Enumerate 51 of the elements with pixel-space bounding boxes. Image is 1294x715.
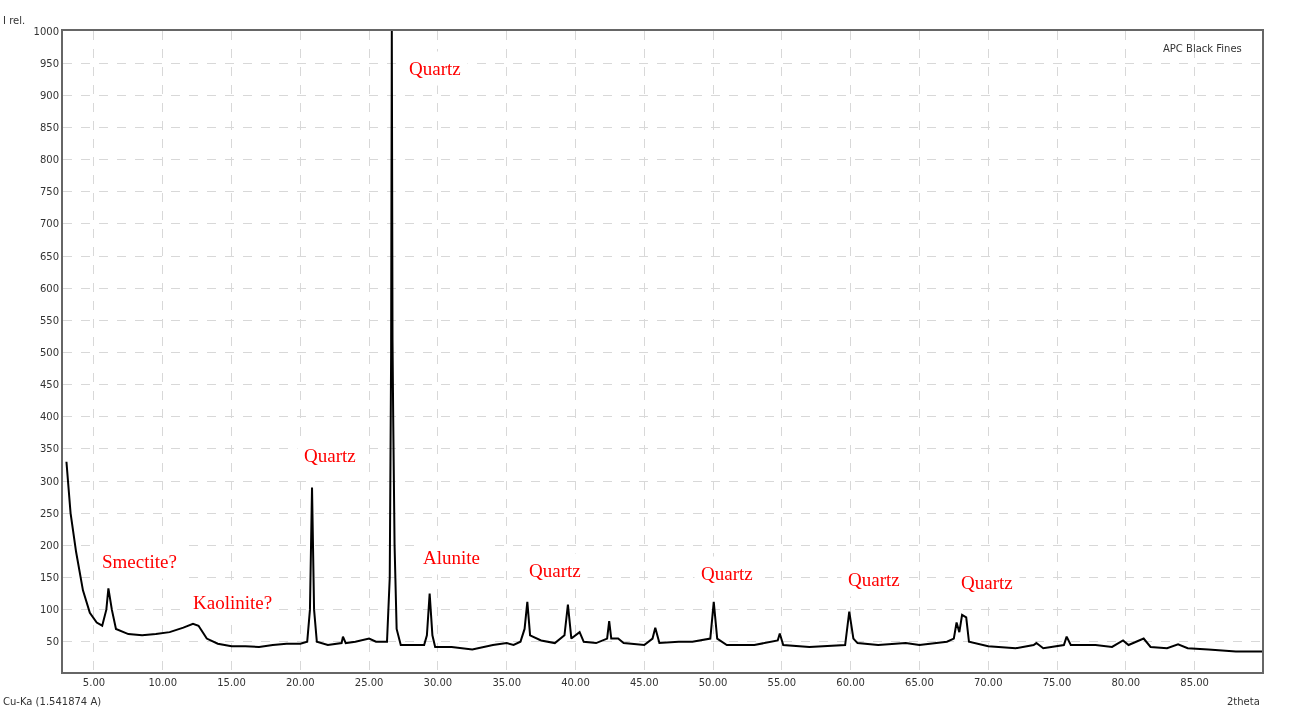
x-tick-label: 15.00 <box>217 677 246 688</box>
y-axis-title: I rel. <box>3 15 26 26</box>
x-tick-label: 85.00 <box>1180 677 1209 688</box>
annotation: Quartz <box>304 445 356 466</box>
y-tick-label: 900 <box>39 89 59 101</box>
x-tick-label: 65.00 <box>905 677 934 688</box>
y-tick-label: 400 <box>39 411 59 423</box>
y-tick-label: 50 <box>46 636 59 648</box>
x-tick-label: 20.00 <box>286 677 315 688</box>
y-tick-label: 850 <box>39 121 59 133</box>
x-axis-title: 2theta <box>1227 696 1260 707</box>
x-tick-label: 70.00 <box>973 677 1003 688</box>
text: Cu-Ka (1.541874 A) <box>3 696 102 707</box>
y-tick-label: 750 <box>39 186 59 198</box>
annotation: Alunite <box>423 547 480 568</box>
x-tick-label: 60.00 <box>836 677 865 688</box>
y-tick-label: 650 <box>39 250 59 262</box>
annotation: Smectite? <box>102 551 177 572</box>
y-tick-label: 200 <box>39 539 59 551</box>
y-tick-label: 550 <box>39 314 59 326</box>
y-tick-label: 100 <box>39 604 59 616</box>
annotation: Quartz <box>529 560 581 581</box>
annotation: Quartz <box>701 563 753 584</box>
x-tick-label: 50.00 <box>698 677 728 688</box>
y-tick-label: 1000 <box>33 25 59 37</box>
y-tick-label: 700 <box>39 218 59 230</box>
y-tick-label: 250 <box>39 507 59 519</box>
x-tick-label: 25.00 <box>354 677 384 688</box>
x-tick-label: 10.00 <box>148 677 178 688</box>
y-tick-label: 600 <box>39 282 59 294</box>
y-tick-label: 350 <box>39 443 59 455</box>
x-tick-label: 40.00 <box>561 677 590 688</box>
x-tick-label: 55.00 <box>767 677 797 688</box>
line-series <box>65 31 1262 653</box>
y-tick-label: 800 <box>39 154 59 166</box>
x-tick-label: 35.00 <box>492 677 522 688</box>
x-tick-label: 80.00 <box>1111 677 1141 688</box>
y-tick-label: 950 <box>39 57 59 69</box>
y-tick-label: 150 <box>39 571 59 583</box>
x-tick-label: 5.00 <box>82 677 106 688</box>
annotation: Quartz <box>409 58 461 79</box>
x-tick-label: 30.00 <box>423 677 453 688</box>
y-tick-label: 500 <box>39 346 59 358</box>
x-tick-label: 45.00 <box>629 677 659 688</box>
y-tick-label: 300 <box>39 475 59 487</box>
x-tick-label: 75.00 <box>1042 677 1072 688</box>
annotation: Kaolinite? <box>193 592 273 613</box>
annotation: Quartz <box>848 569 900 590</box>
annotation: APC Black Fines <box>1163 43 1242 54</box>
y-tick-label: 450 <box>39 379 59 391</box>
annotation: Quartz <box>961 572 1013 593</box>
